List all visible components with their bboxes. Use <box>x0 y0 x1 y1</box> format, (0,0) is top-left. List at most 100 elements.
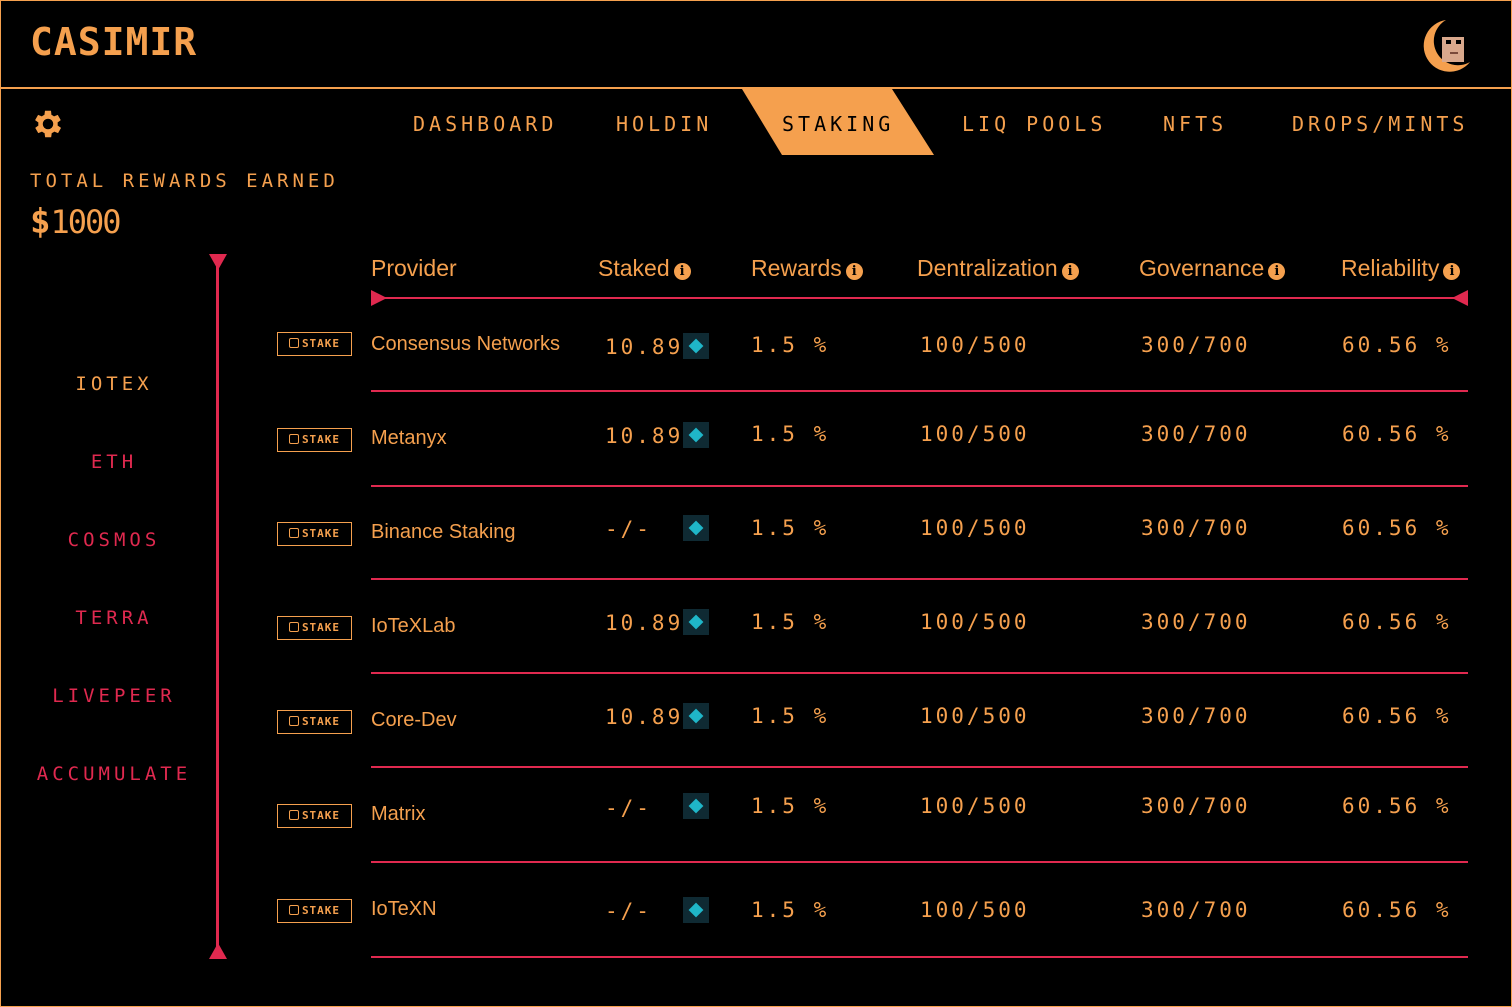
staked-value: 10.89 <box>605 611 684 635</box>
chain-rail-bottom-arrow <box>209 943 227 959</box>
provider-name: Metanyx <box>371 427 447 449</box>
iotex-token-icon <box>683 609 709 635</box>
info-icon[interactable]: i <box>1061 263 1079 280</box>
stake-icon <box>288 528 299 538</box>
row-divider <box>371 672 1468 674</box>
iotex-token-icon <box>683 793 709 819</box>
stake-label: STAKE <box>301 621 341 634</box>
chain-item-cosmos[interactable]: COSMOS <box>67 529 161 551</box>
tab-dashboard[interactable]: DASHBOARD <box>413 112 558 136</box>
column-header-reliability: Reliability i <box>1341 255 1461 282</box>
info-icon[interactable]: i <box>1443 263 1461 280</box>
column-label: Dentralization <box>917 255 1058 281</box>
table-row: STAKE Metanyx 10.89 1.5 % 100/500 300/70… <box>0 410 1512 470</box>
info-icon[interactable]: i <box>1268 263 1286 280</box>
stake-icon <box>288 810 299 820</box>
reliability-value: 60.56 % <box>1342 610 1452 634</box>
row-divider <box>371 766 1468 768</box>
provider-name: Matrix <box>371 803 426 825</box>
settings-gear-icon[interactable] <box>30 106 66 142</box>
column-header-decentralization: Dentralization i <box>917 255 1079 282</box>
user-avatar[interactable] <box>1416 16 1476 76</box>
tab-staking[interactable]: STAKING <box>782 112 895 136</box>
header-rule-right-arrow <box>1452 290 1468 306</box>
chain-item-terra[interactable]: TERRA <box>75 607 153 629</box>
reliability-value: 60.56 % <box>1342 333 1452 357</box>
stake-label: STAKE <box>301 337 341 350</box>
reliability-value: 60.56 % <box>1342 898 1452 922</box>
row-divider <box>371 390 1468 392</box>
tab-holdin[interactable]: HOLDIN <box>616 112 713 136</box>
decentralization-value: 100/500 <box>920 516 1030 540</box>
governance-value: 300/700 <box>1141 610 1251 634</box>
column-header-staked: Staked i <box>598 255 691 282</box>
info-icon[interactable]: i <box>673 263 691 280</box>
rewards-amount: 1000 <box>50 203 121 241</box>
stake-button[interactable]: STAKE <box>277 616 352 640</box>
staked-value: 10.89 <box>605 335 684 359</box>
chain-item-iotex[interactable]: IOTEX <box>75 373 153 395</box>
decentralization-value: 100/500 <box>920 610 1030 634</box>
column-label: Rewards <box>751 255 842 281</box>
rewards-value: 1.5 % <box>751 516 830 540</box>
row-divider <box>371 485 1468 487</box>
stake-icon <box>288 622 299 632</box>
rewards-value: 1.5 % <box>751 422 830 446</box>
chain-item-accumulate[interactable]: ACCUMULATE <box>36 763 192 785</box>
provider-name: IoTeXN <box>371 898 437 920</box>
stake-icon <box>288 338 299 348</box>
main-tabs: DASHBOARD HOLDIN STAKING LIQ POOLS NFTS … <box>0 88 1512 156</box>
iotex-token-icon <box>683 515 709 541</box>
stake-label: STAKE <box>301 809 341 822</box>
stake-button[interactable]: STAKE <box>277 804 352 828</box>
rewards-value: 1.5 % <box>751 794 830 818</box>
tab-nfts[interactable]: NFTS <box>1163 112 1228 136</box>
row-divider <box>371 956 1468 958</box>
table-row: STAKE Matrix -/- 1.5 % 100/500 300/700 6… <box>0 786 1512 846</box>
decentralization-value: 100/500 <box>920 704 1030 728</box>
staked-value: 10.89 <box>605 424 684 448</box>
table-row: STAKE Binance Staking -/- 1.5 % 100/500 … <box>0 504 1512 564</box>
stake-label: STAKE <box>301 904 341 917</box>
chain-item-livepeer[interactable]: LIVEPEER <box>52 685 176 707</box>
chain-item-eth[interactable]: ETH <box>90 451 138 473</box>
header: CASIMIR <box>0 0 1512 89</box>
stake-label: STAKE <box>301 715 341 728</box>
column-header-governance: Governance i <box>1139 255 1286 282</box>
stake-button[interactable]: STAKE <box>277 428 352 452</box>
column-label: Reliability <box>1341 255 1440 281</box>
decentralization-value: 100/500 <box>920 794 1030 818</box>
total-rewards-label: TOTAL REWARDS EARNED <box>30 170 339 192</box>
iotex-token-icon <box>683 333 709 359</box>
governance-value: 300/700 <box>1141 516 1251 540</box>
tab-liq-pools[interactable]: LIQ POOLS <box>962 112 1107 136</box>
tab-active-indicator <box>742 89 934 155</box>
currency-symbol: $ <box>30 202 51 242</box>
governance-value: 300/700 <box>1141 898 1251 922</box>
tab-drops-mints[interactable]: DROPS/MINTS <box>1292 112 1469 136</box>
table-row: STAKE IoTeXN -/- 1.5 % 100/500 300/700 6… <box>0 880 1512 940</box>
stake-button[interactable]: STAKE <box>277 899 352 923</box>
provider-name: Core-Dev <box>371 709 457 731</box>
governance-value: 300/700 <box>1141 422 1251 446</box>
chain-rail <box>216 258 219 953</box>
reliability-value: 60.56 % <box>1342 422 1452 446</box>
stake-button[interactable]: STAKE <box>277 710 352 734</box>
staked-value: -/- <box>605 899 652 923</box>
stake-button[interactable]: STAKE <box>277 522 352 546</box>
app-logo[interactable]: CASIMIR <box>30 20 198 64</box>
stake-icon <box>288 716 299 726</box>
header-rule <box>371 297 1468 299</box>
rewards-value: 1.5 % <box>751 333 830 357</box>
column-label: Staked <box>598 255 670 281</box>
stake-icon <box>288 905 299 915</box>
info-icon[interactable]: i <box>845 263 863 280</box>
table-row: STAKE IoTeXLab 10.89 1.5 % 100/500 300/7… <box>0 598 1512 658</box>
governance-value: 300/700 <box>1141 794 1251 818</box>
iotex-token-icon <box>683 422 709 448</box>
iotex-token-icon <box>683 703 709 729</box>
table-row: STAKE Consensus Networks 10.89 1.5 % 100… <box>0 316 1512 376</box>
column-label: Provider <box>371 255 457 281</box>
stake-button[interactable]: STAKE <box>277 332 352 356</box>
staked-value: 10.89 <box>605 705 684 729</box>
